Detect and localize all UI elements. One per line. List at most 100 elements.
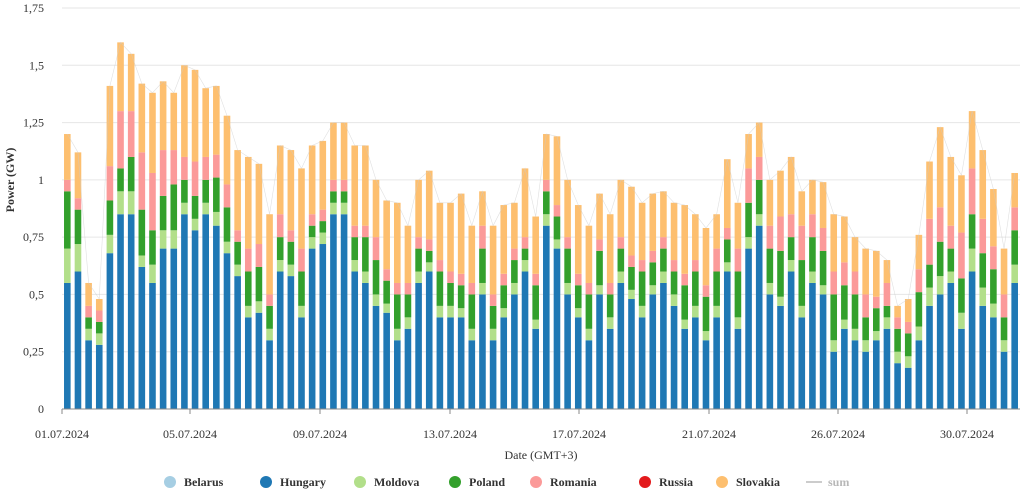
bar-segment-poland bbox=[255, 266, 263, 302]
x-tick-label: 17.07.2024 bbox=[552, 427, 606, 441]
bar-segment-slovakia bbox=[436, 202, 444, 261]
bar-segment-hungary bbox=[287, 276, 295, 409]
bar-segment-romania bbox=[979, 218, 987, 254]
bar-segment-hungary bbox=[404, 328, 412, 409]
legend-label-moldova[interactable]: Moldova bbox=[374, 475, 419, 489]
bar-segment-poland bbox=[649, 262, 657, 286]
legend-label-hungary[interactable]: Hungary bbox=[280, 475, 326, 489]
bar-segment-moldova bbox=[64, 248, 71, 283]
bar-segment-romania bbox=[681, 273, 688, 286]
bar-segment-romania bbox=[521, 237, 529, 249]
legend-label-poland[interactable]: Poland bbox=[469, 475, 505, 489]
bar-segment-romania bbox=[394, 282, 401, 295]
bar-segment-poland bbox=[755, 179, 763, 215]
bar-segment-hungary bbox=[841, 328, 848, 409]
y-tick-label: 1,75 bbox=[23, 1, 44, 15]
grid-lines bbox=[62, 7, 1020, 353]
bar-segment-hungary bbox=[638, 317, 646, 409]
bar-segment-romania bbox=[564, 237, 571, 249]
bar-segment-moldova bbox=[298, 305, 305, 318]
bar-segment-romania bbox=[553, 205, 561, 217]
bar-segment-slovakia bbox=[255, 163, 263, 245]
bar-segment-hungary bbox=[319, 244, 327, 409]
bar-segment-moldova bbox=[447, 305, 454, 318]
stacked-bars bbox=[64, 42, 1018, 409]
bar-segment-slovakia bbox=[64, 134, 71, 180]
bar-segment-hungary bbox=[755, 225, 763, 409]
bar-segment-hungary bbox=[532, 328, 539, 409]
bar-segment-slovakia bbox=[95, 299, 103, 311]
legend-label-slovakia[interactable]: Slovakia bbox=[736, 475, 780, 489]
bar-segment-romania bbox=[809, 214, 816, 238]
legend: Belarus Hungary Moldova Poland Romania Russia… bbox=[164, 475, 849, 489]
bar-segment-moldova bbox=[596, 285, 603, 295]
bar-segment-poland bbox=[585, 294, 593, 329]
bar-segment-hungary bbox=[266, 340, 273, 409]
bar-segment-moldova bbox=[915, 326, 923, 341]
bar-segment-romania bbox=[298, 248, 305, 272]
bar-segment-poland bbox=[904, 333, 912, 357]
bar-segment-poland bbox=[596, 250, 603, 286]
bar-segment-poland bbox=[436, 271, 444, 306]
bar-segment-romania bbox=[734, 248, 742, 272]
bar-segment-hungary bbox=[223, 253, 231, 409]
bar-segment-moldova bbox=[489, 328, 497, 341]
bar-segment-poland bbox=[298, 271, 305, 306]
bar-segment-hungary bbox=[628, 299, 635, 409]
bar-segment-moldova bbox=[638, 305, 646, 318]
bar-segment-romania bbox=[702, 285, 710, 297]
bar-segment-moldova bbox=[670, 294, 678, 306]
bar-segment-hungary bbox=[95, 344, 103, 409]
bar-segment-poland bbox=[606, 294, 614, 318]
bar-segment-slovakia bbox=[958, 175, 965, 233]
bar-segment-romania bbox=[755, 156, 763, 180]
bar-segment-slovakia bbox=[468, 225, 476, 283]
bar-segment-slovakia bbox=[457, 193, 465, 274]
bar-segment-moldova bbox=[819, 285, 827, 295]
bar-segment-poland bbox=[777, 250, 784, 297]
bar-segment-hungary bbox=[202, 214, 209, 409]
bar-segment-romania bbox=[149, 172, 156, 231]
bar-segment-slovakia bbox=[298, 168, 305, 249]
bar-segment-poland bbox=[127, 156, 135, 192]
bar-segment-moldova bbox=[936, 276, 944, 295]
y-tick-label: 1,25 bbox=[23, 116, 44, 130]
bar-segment-poland bbox=[308, 225, 316, 238]
bar-segment-poland bbox=[851, 294, 859, 329]
bar-segment-slovakia bbox=[883, 260, 891, 283]
bar-segment-slovakia bbox=[766, 179, 774, 226]
legend-label-romania[interactable]: Romania bbox=[550, 475, 597, 489]
bar-segment-romania bbox=[798, 225, 806, 261]
bar-segment-moldova bbox=[244, 305, 252, 318]
legend-label-russia[interactable]: Russia bbox=[659, 475, 693, 489]
bar-segment-romania bbox=[606, 282, 614, 295]
bar-segment-moldova bbox=[351, 260, 359, 272]
bar-segment-poland bbox=[702, 296, 710, 332]
bar-segment-hungary bbox=[489, 340, 497, 409]
legend-label-belarus[interactable]: Belarus bbox=[184, 475, 224, 489]
bar-segment-poland bbox=[617, 248, 625, 272]
bar-segment-hungary bbox=[660, 282, 667, 409]
bar-segment-poland bbox=[404, 294, 412, 318]
bar-segment-romania bbox=[851, 271, 859, 295]
bar-segment-hungary bbox=[415, 282, 422, 409]
bar-segment-poland bbox=[457, 285, 465, 309]
bar-segment-hungary bbox=[936, 294, 944, 409]
bar-segment-hungary bbox=[170, 248, 178, 409]
bar-segment-slovakia bbox=[638, 202, 646, 261]
bar-segment-romania bbox=[830, 271, 838, 295]
bar-segment-moldova bbox=[255, 301, 263, 313]
bar-segment-moldova bbox=[841, 319, 848, 329]
bar-segment-moldova bbox=[436, 305, 444, 318]
bar-segment-poland bbox=[191, 195, 199, 219]
bar-segment-slovakia bbox=[330, 122, 337, 180]
bar-segment-slovakia bbox=[947, 156, 955, 226]
bar-segment-poland bbox=[1011, 230, 1018, 265]
bar-segment-moldova bbox=[1000, 340, 1008, 352]
bar-segment-romania bbox=[543, 179, 550, 192]
bar-segment-moldova bbox=[340, 202, 348, 215]
legend-label-sum[interactable]: sum bbox=[828, 475, 849, 489]
bar-segment-moldova bbox=[330, 202, 337, 215]
bar-segment-hungary bbox=[819, 294, 827, 409]
bar-segment-hungary bbox=[362, 282, 369, 409]
